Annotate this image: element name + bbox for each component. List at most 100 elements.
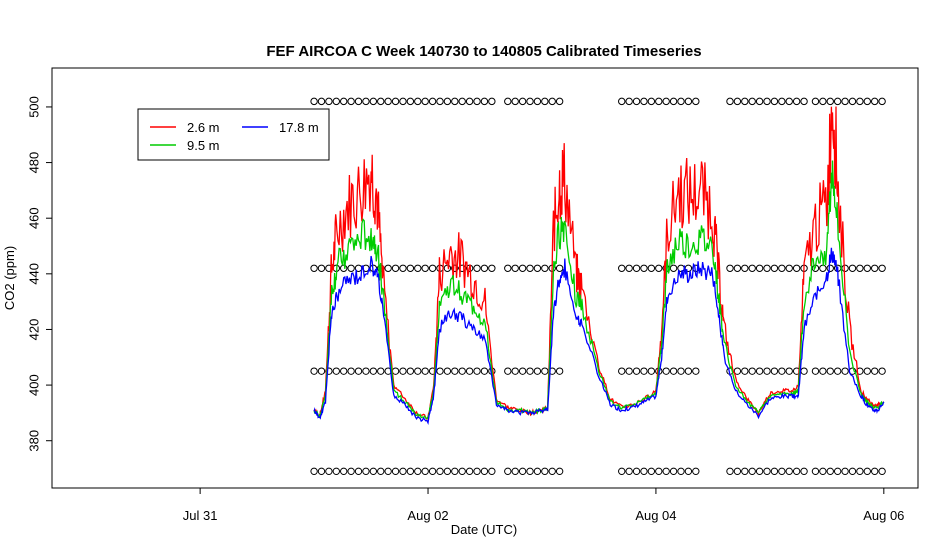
calibration-point	[841, 367, 849, 375]
calibration-point	[878, 97, 886, 106]
calibration-point	[414, 467, 422, 476]
calibration-point	[792, 97, 801, 106]
calibration-point	[480, 97, 489, 106]
calibration-point	[511, 97, 519, 106]
calibration-point	[406, 467, 415, 476]
calibration-point	[421, 467, 429, 476]
calibration-point	[399, 97, 407, 106]
calibration-point	[692, 467, 700, 476]
calibration-point	[811, 97, 820, 106]
calibration-point	[625, 97, 633, 106]
calibration-point	[878, 467, 886, 476]
calibration-point	[741, 367, 749, 375]
calibration-point	[354, 97, 363, 106]
calibration-point	[632, 367, 641, 375]
calibration-point	[533, 467, 542, 476]
calibration-point	[399, 467, 407, 476]
calibration-point	[465, 367, 474, 375]
calibration-point	[518, 264, 527, 272]
calibration-point	[770, 97, 779, 106]
calibration-point	[792, 467, 801, 476]
y-tick-label: 460	[26, 207, 41, 229]
calibration-point	[436, 467, 444, 476]
calibration-point	[362, 367, 370, 375]
calibration-point	[377, 367, 385, 375]
calibration-point	[347, 97, 355, 106]
calibration-point	[310, 367, 318, 375]
calibration-point	[785, 467, 793, 476]
calibration-point	[811, 367, 820, 375]
calibration-point	[362, 467, 370, 476]
calibration-point	[684, 467, 693, 476]
calibration-point	[647, 97, 656, 106]
calibration-point	[384, 264, 392, 272]
calibration-point	[640, 264, 648, 272]
x-axis: Jul 31 Aug 02 Aug 04 Aug 06	[183, 488, 904, 523]
x-tick-label: Aug 02	[407, 508, 448, 523]
calibration-point	[347, 467, 355, 476]
calibration-point	[414, 264, 422, 272]
calibration-point	[647, 467, 656, 476]
calibration-point	[800, 467, 808, 476]
calibration-point	[856, 467, 864, 476]
calibration-point	[662, 467, 670, 476]
calibration-point	[647, 367, 656, 375]
calibration-point	[677, 467, 685, 476]
calibration-point	[856, 264, 864, 272]
calibration-point	[655, 97, 663, 106]
chart-title: FEF AIRCOA C Week 140730 to 140805 Calib…	[266, 43, 701, 60]
calibration-point	[533, 367, 542, 375]
calibration-point	[332, 97, 340, 106]
calibration-point	[480, 367, 489, 375]
calibration-point	[465, 467, 474, 476]
calibration-point	[618, 367, 626, 375]
y-tick-label: 440	[26, 263, 41, 285]
calibration-point	[640, 467, 648, 476]
calibration-point	[632, 264, 641, 272]
calibration-point	[763, 367, 771, 375]
calibration-point	[833, 367, 842, 375]
calibration-point	[555, 97, 564, 106]
calibration-point	[748, 367, 756, 375]
calibration-point	[640, 367, 648, 375]
calibration-point	[443, 367, 452, 375]
y-tick-label: 500	[26, 96, 41, 118]
calibration-point	[677, 97, 685, 106]
calibration-point	[391, 97, 400, 106]
calibration-point	[741, 467, 749, 476]
calibration-point	[340, 467, 348, 476]
calibration-point	[785, 367, 793, 375]
calibration-point	[726, 467, 734, 476]
calibration-point	[504, 467, 512, 476]
calibration-point	[443, 97, 452, 106]
calibration-point	[541, 367, 549, 375]
calibration-point	[526, 467, 534, 476]
calibration-point	[473, 467, 481, 476]
y-tick-label: 420	[26, 319, 41, 341]
calibration-point	[733, 367, 742, 375]
calibration-point	[436, 367, 444, 375]
calibration-point	[384, 97, 392, 106]
calibration-point	[669, 97, 678, 106]
calibration-point	[826, 264, 834, 272]
calibration-point	[347, 264, 355, 272]
calibration-point	[669, 264, 678, 272]
calibration-point	[669, 367, 678, 375]
calibration-point	[833, 97, 842, 106]
calibration-point	[504, 264, 512, 272]
legend: 2.6 m 9.5 m 17.8 m	[137, 108, 330, 161]
calibration-point	[465, 97, 474, 106]
calibration-point	[541, 264, 549, 272]
calibration-point	[406, 97, 415, 106]
calibration-point	[878, 367, 886, 375]
calibration-point	[632, 467, 641, 476]
calibration-point	[755, 367, 764, 375]
legend-label: 9.5 m	[187, 138, 220, 153]
calibration-point	[811, 467, 820, 476]
calibration-point	[518, 367, 527, 375]
calibration-point	[480, 467, 489, 476]
calibration-point	[647, 264, 656, 272]
calibration-point	[770, 264, 779, 272]
calibration-point	[480, 264, 489, 272]
